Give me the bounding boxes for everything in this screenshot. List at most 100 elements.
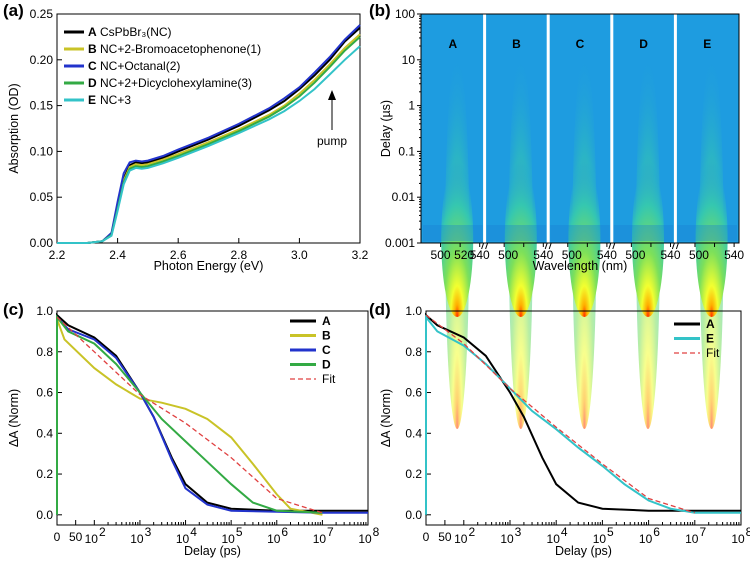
y-tick-label: 1 [408, 99, 415, 113]
series-line-fit [56, 316, 323, 514]
heatmap-floor-A [423, 225, 483, 241]
legend-label: D [322, 358, 331, 372]
x-tick-label: 10 [313, 532, 327, 546]
x-tick-label: 10 [454, 532, 468, 546]
x-tick-exponent: 7 [327, 525, 334, 539]
y-tick-label: 0.25 [30, 7, 54, 21]
legend-key: B [88, 42, 97, 56]
x-tick-label: 500 [431, 248, 451, 262]
y-tick-label: 0.0 [405, 508, 422, 522]
x-tick-label: 0 [54, 530, 61, 544]
series-line-A [425, 312, 741, 515]
block-label-C: C [576, 37, 585, 51]
heatmap-peak-D [632, 161, 665, 317]
x-tick-label: 10 [639, 532, 653, 546]
series-line-fit [425, 314, 695, 514]
x-tick-label: 10 [731, 532, 745, 546]
x-tick-label: 3.2 [352, 248, 369, 262]
legend-label: CsPbBr₃(NC) [100, 25, 172, 39]
block-label-D: D [639, 37, 648, 51]
x-tick-exponent: 8 [373, 525, 380, 539]
x-tick-exponent: 7 [699, 525, 706, 539]
x-tick-exponent: 3 [515, 525, 522, 539]
heatmap-peak-C [568, 161, 601, 317]
x-tick-label: 2.8 [230, 248, 247, 262]
heatmap-peak-B [504, 161, 537, 317]
y-tick-label: 0.15 [30, 99, 54, 113]
y-tick-label: 0.6 [36, 386, 53, 400]
y-axis-label: Delay (µs) [379, 100, 393, 157]
axis-break [608, 242, 616, 250]
x-axis-label: Photon Energy (eV) [154, 259, 264, 273]
x-tick-label: 500 [689, 248, 709, 262]
y-tick-label: 0.01 [392, 190, 416, 204]
y-tick-label: 0.05 [30, 190, 54, 204]
heatmap-floor-C [550, 225, 610, 241]
x-tick-exponent: 6 [281, 525, 288, 539]
y-axis-label: ΔA (Norm) [379, 389, 393, 447]
y-tick-label: 0.2 [36, 467, 53, 481]
x-tick-label: 10 [267, 532, 281, 546]
y-tick-label: 0.0 [36, 508, 53, 522]
y-tick-label: 0.8 [405, 345, 422, 359]
y-tick-label: 1.0 [405, 304, 422, 318]
y-axis-label: Absorption (OD) [7, 83, 21, 173]
legend-key: D [88, 76, 97, 90]
axis-break [481, 242, 489, 250]
x-tick-label: 2.4 [109, 248, 126, 262]
legend-label: NC+Octanal(2) [100, 59, 180, 73]
legend-label: Fit [322, 372, 336, 386]
x-tick-label: 10 [500, 532, 514, 546]
y-tick-label: 0.1 [398, 144, 415, 158]
x-tick-label: 500 [625, 248, 645, 262]
x-tick-label: 10 [593, 532, 607, 546]
x-tick-exponent: 8 [746, 525, 750, 539]
panel-d: 0.00.20.40.60.81.00 50 10 2 10 3 10 4 10 5 10 6 10 7 1… [369, 300, 750, 558]
y-tick-label: 0.6 [405, 386, 422, 400]
pump-arrow-head [328, 90, 336, 100]
legend-label: NC+2+Dicyclohexylamine(3) [100, 76, 252, 90]
series-line-D [56, 314, 323, 515]
x-tick-exponent: 6 [653, 525, 660, 539]
y-tick-label: 0.00 [30, 236, 54, 250]
x-tick-label: 540 [724, 248, 744, 262]
x-tick-label: 10 [358, 532, 372, 546]
series-line-B [56, 318, 323, 516]
x-tick-label: 50 [438, 530, 452, 544]
x-tick-label: 10 [176, 532, 190, 546]
x-tick-label: 500 [498, 248, 518, 262]
legend-label: E [706, 332, 714, 346]
x-tick-label: 10 [130, 532, 144, 546]
plot-frame [420, 13, 740, 244]
panel-label: (a) [3, 1, 24, 20]
panel-label: (b) [369, 1, 391, 20]
series-line-E [57, 45, 361, 244]
heatmap-peak-E [695, 161, 728, 317]
x-tick-label: 0 [423, 530, 430, 544]
x-tick-label: 540 [660, 248, 680, 262]
x-axis-label: Delay (ps) [555, 544, 612, 558]
block-label-E: E [703, 37, 711, 51]
legend-label: B [322, 329, 331, 343]
legend-label: NC+2-Bromoacetophenone(1) [100, 42, 261, 56]
x-tick-label: 540 [470, 248, 490, 262]
x-tick-exponent: 4 [190, 525, 197, 539]
y-tick-label: 1.0 [36, 304, 53, 318]
x-tick-label: 10 [85, 532, 99, 546]
x-tick-label: 2.2 [49, 248, 66, 262]
block-label-A: A [448, 37, 457, 51]
y-tick-label: 100 [395, 7, 415, 21]
heatmap-peak-A [441, 161, 474, 317]
legend-label: NC+3 [100, 93, 131, 107]
heatmap-floor-B [486, 225, 547, 241]
panel-c: 0.00.20.40.60.81.00 50 10 2 10 3 10 4 10 5 10 6 10 7 1… [3, 300, 380, 558]
x-tick-label: 540 [597, 248, 617, 262]
plot-frame [56, 13, 361, 244]
y-axis-label: ΔA (Norm) [7, 389, 21, 447]
y-tick-label: 0.20 [30, 53, 54, 67]
pump-annotation: pump [317, 134, 347, 148]
axis-break [544, 242, 552, 250]
legend-label: C [322, 343, 331, 357]
x-axis-label: Wavelength (nm) [533, 259, 628, 273]
